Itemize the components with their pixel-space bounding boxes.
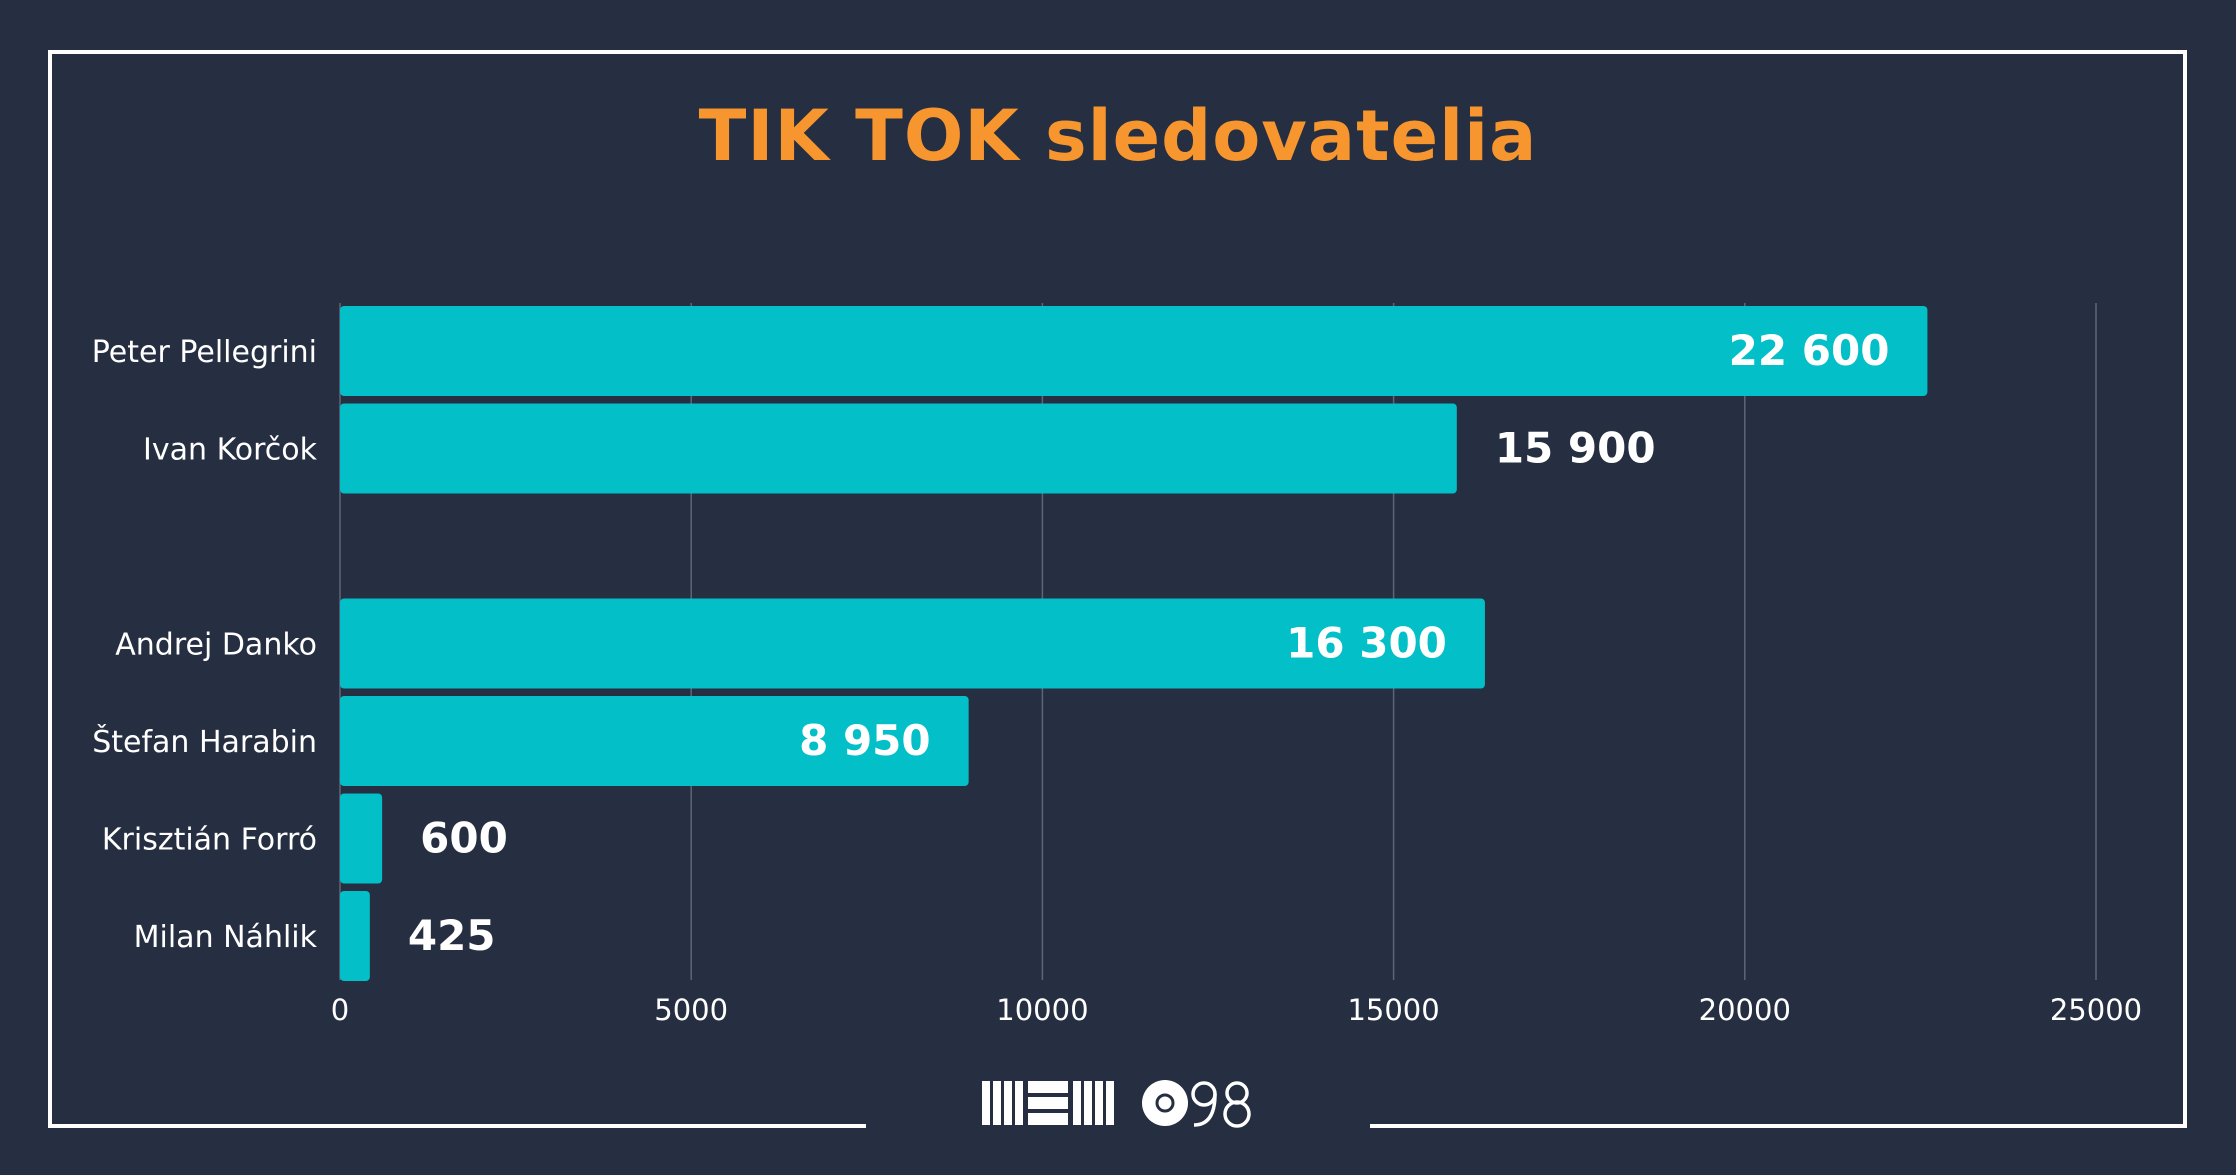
category-label: Štefan Harabin <box>92 723 317 760</box>
bar <box>340 696 969 786</box>
value-label: 600 <box>420 814 508 863</box>
memo98-logo <box>982 1078 1252 1130</box>
chart-title: TIK TOK sledovatelia <box>698 95 1538 177</box>
bar <box>340 306 1928 396</box>
category-label: Milan Náhlik <box>134 920 318 955</box>
x-tick-label: 20000 <box>1699 993 1791 1027</box>
bar <box>340 793 383 884</box>
value-label: 22 600 <box>1729 326 1890 375</box>
category-label: Andrej Danko <box>115 628 317 663</box>
x-tick-label: 0 <box>331 993 349 1027</box>
bar <box>340 598 1485 689</box>
category-label: Krisztián Forró <box>102 823 317 858</box>
x-tick-label: 10000 <box>996 993 1088 1027</box>
x-tick-label: 15000 <box>1347 993 1439 1027</box>
category-label: Peter Pellegrini <box>92 335 317 370</box>
value-label: 8 950 <box>799 716 931 765</box>
value-label: 16 300 <box>1286 619 1447 668</box>
x-tick-label: 25000 <box>2050 993 2142 1027</box>
category-label: Ivan Korčok <box>143 433 318 468</box>
value-label: 425 <box>408 911 496 960</box>
bar <box>340 891 370 981</box>
value-label: 15 900 <box>1495 424 1656 473</box>
x-tick-label: 5000 <box>654 993 728 1027</box>
bar <box>340 403 1457 494</box>
